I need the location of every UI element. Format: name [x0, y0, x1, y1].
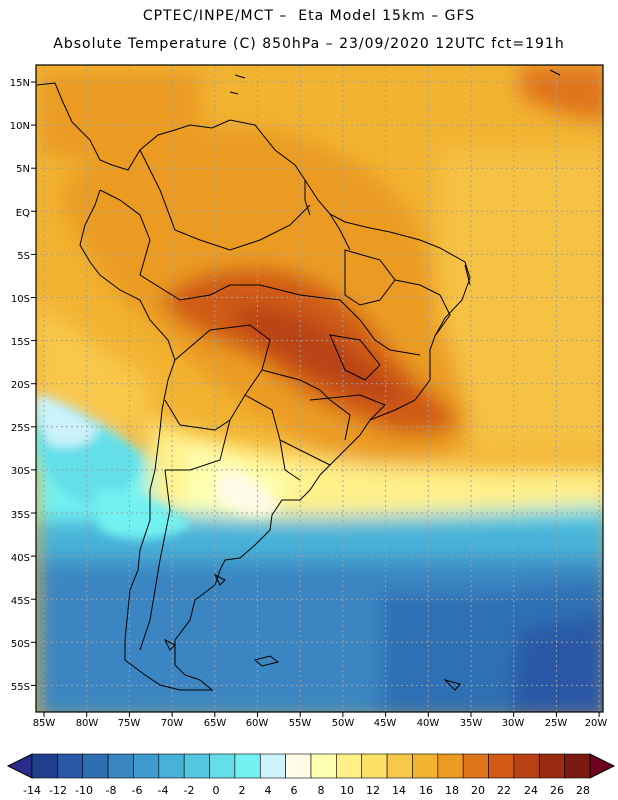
colorbar-label: 2 — [239, 784, 246, 797]
lat-label: 55S — [11, 682, 30, 693]
lon-label: 30W — [502, 718, 525, 729]
map-title-line-1: CPTEC/INPE/MCT – Eta Model 15km – GFS — [142, 8, 476, 24]
colorbar-cell — [285, 753, 312, 779]
colorbar-cell — [412, 753, 439, 779]
colorbar-cell — [234, 753, 261, 779]
colorbar-label: 26 — [550, 784, 564, 797]
colorbar-cell — [158, 753, 185, 779]
colorbar-label: 16 — [419, 784, 433, 797]
lat-label: 40S — [11, 553, 30, 564]
colorbar-cell — [564, 753, 591, 779]
colorbar-label: -12 — [49, 784, 67, 797]
colorbar-label: 12 — [366, 784, 380, 797]
colorbar-over-arrow — [589, 753, 616, 779]
lat-label: EQ — [16, 208, 30, 219]
colorbar-cell — [133, 753, 160, 779]
lat-label: 35S — [11, 510, 30, 521]
colorbar-cell — [107, 753, 134, 779]
colorbar-label: -6 — [132, 784, 143, 797]
longitude-labels: 85W 80W 75W 70W 65W 60W 55W 50W 45W 40W … — [33, 718, 608, 729]
colorbar-label: 20 — [471, 784, 485, 797]
colorbar-cell — [82, 753, 109, 779]
colorbar-label: 24 — [524, 784, 538, 797]
lon-label: 20W — [585, 718, 608, 729]
colorbar-label: -2 — [184, 784, 195, 797]
colorbar-cell — [386, 753, 413, 779]
lon-label: 50W — [332, 718, 355, 729]
colorbar-label: 8 — [318, 784, 325, 797]
colorbar-label: 22 — [497, 784, 511, 797]
lon-label: 40W — [417, 718, 440, 729]
lon-label: 65W — [204, 718, 227, 729]
map-title-line-2: Absolute Temperature (C) 850hPa – 23/09/… — [53, 36, 565, 52]
lat-label: 10N — [10, 121, 30, 132]
lat-label: 15N — [10, 78, 30, 89]
colorbar-cell — [57, 753, 84, 779]
colorbar-label: 0 — [213, 784, 220, 797]
lat-label: 10S — [11, 294, 30, 305]
colorbar-label: 10 — [340, 784, 354, 797]
colorbar-label: 6 — [291, 784, 298, 797]
lon-label: 35W — [460, 718, 483, 729]
colorbar-labels: -14 -12 -10 -8 -6 -4 -2 0 2 4 6 8 10 12 … — [23, 784, 590, 797]
colorbar-under-arrow — [6, 753, 33, 779]
colorbar-label: 18 — [445, 784, 459, 797]
lon-label: 25W — [545, 718, 568, 729]
lon-label: 60W — [246, 718, 269, 729]
colorbar-cell — [183, 753, 210, 779]
colorbar-label: -10 — [75, 784, 93, 797]
lat-label: 30S — [11, 466, 30, 477]
colorbar-cell — [513, 753, 540, 779]
latitude-labels: 15N 10N 5N EQ 5S 10S 15S 20S 25S 30S 35S… — [10, 78, 30, 693]
colorbar-cell — [437, 753, 464, 779]
colorbar-cell — [462, 753, 489, 779]
colorbar-cell — [538, 753, 565, 779]
colorbar-cells — [31, 753, 591, 779]
colorbar-cell — [361, 753, 388, 779]
lat-label: 5S — [17, 251, 30, 262]
colorbar-cell — [209, 753, 236, 779]
coastlines — [36, 69, 561, 691]
lon-label: 55W — [289, 718, 312, 729]
colorbar-label: -4 — [158, 784, 169, 797]
lon-label: 85W — [33, 718, 56, 729]
lon-label: 75W — [118, 718, 141, 729]
lat-label: 45S — [11, 596, 30, 607]
colorbar — [6, 753, 616, 779]
axis-ticks — [31, 81, 600, 717]
colorbar-label: 28 — [576, 784, 590, 797]
lon-label: 45W — [374, 718, 397, 729]
colorbar-label: 14 — [392, 784, 406, 797]
colorbar-cell — [259, 753, 286, 779]
colorbar-label: 4 — [265, 784, 272, 797]
lat-label: 20S — [11, 380, 30, 391]
lat-label: 50S — [11, 639, 30, 650]
lon-label: 70W — [161, 718, 184, 729]
colorbar-label: -8 — [106, 784, 117, 797]
temperature-field — [36, 65, 603, 712]
lat-label: 15S — [11, 337, 30, 348]
lon-label: 80W — [76, 718, 99, 729]
map-frame — [35, 64, 604, 713]
lat-label: 5N — [16, 164, 30, 175]
colorbar-cell — [310, 753, 337, 779]
colorbar-label: -14 — [23, 784, 41, 797]
lat-label: 25S — [11, 423, 30, 434]
colorbar-cell — [488, 753, 515, 779]
colorbar-cell — [336, 753, 363, 779]
colorbar-cell — [31, 753, 58, 779]
